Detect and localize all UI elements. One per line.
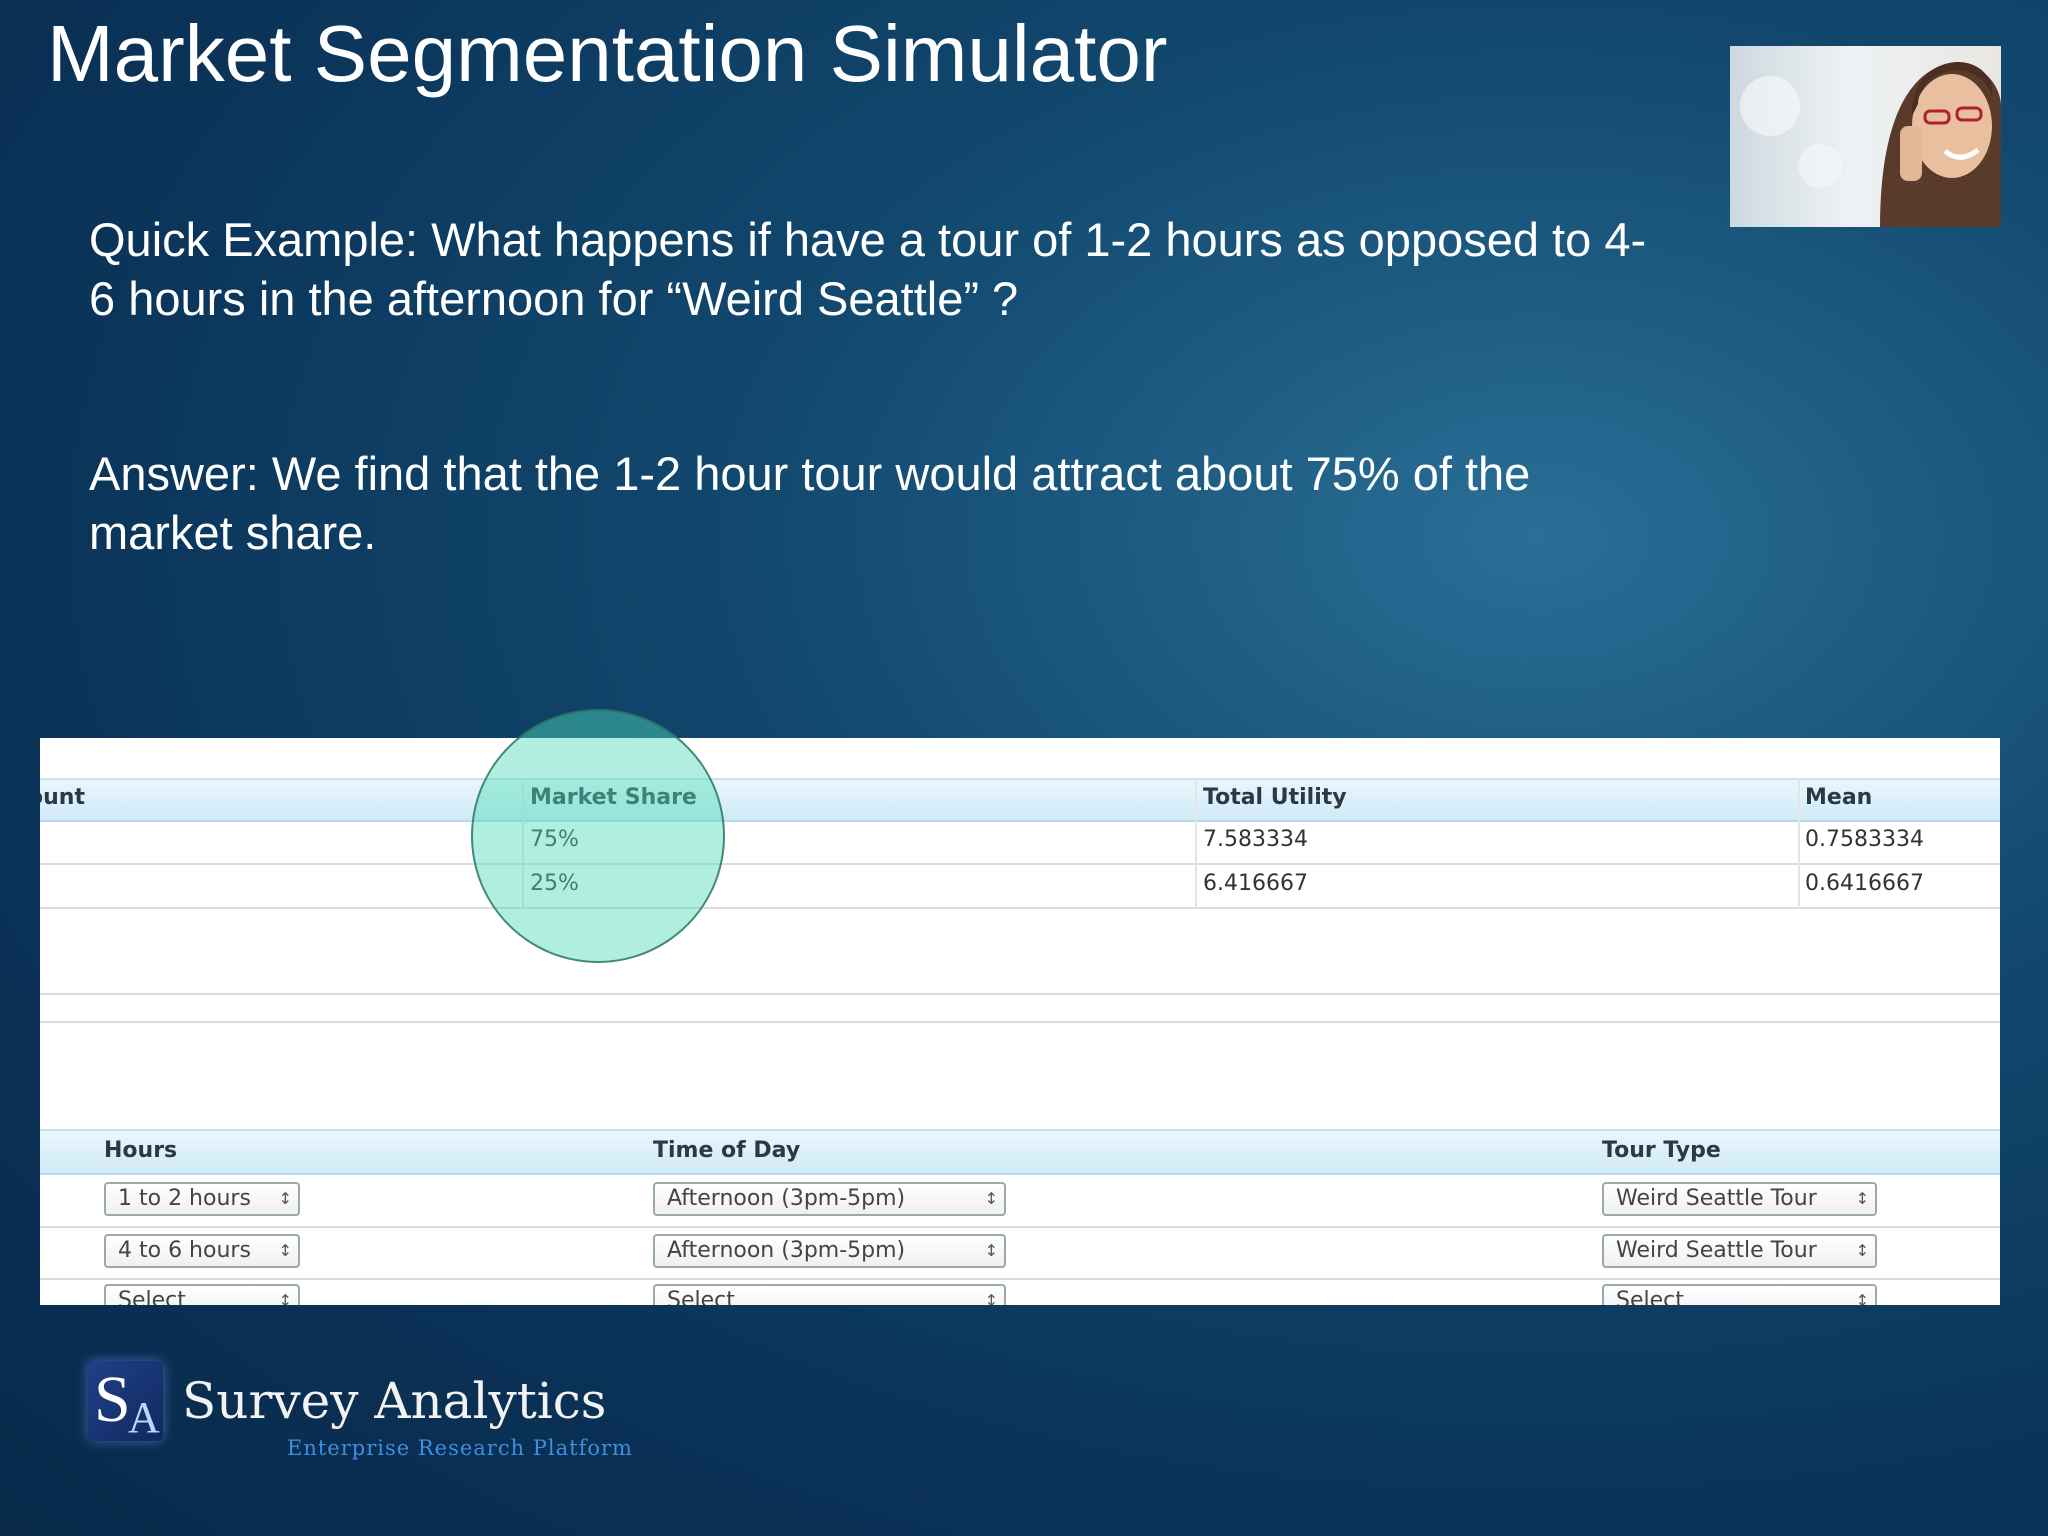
dropdown[interactable]: Weird Seattle Tour <box>1602 1182 1877 1216</box>
photo <box>1730 46 2001 227</box>
dropdown[interactable]: Afternoon (3pm-5pm) <box>653 1234 1006 1268</box>
dropdown[interactable]: Select <box>653 1284 1006 1305</box>
column-header: Mean <box>1805 785 1873 810</box>
header-band <box>40 778 2000 822</box>
col-line <box>1798 778 1800 909</box>
column-header: Tour Type <box>1602 1138 1721 1163</box>
row-line <box>40 1021 2000 1023</box>
dropdown[interactable]: Weird Seattle Tour <box>1602 1234 1877 1268</box>
highlight-circle <box>471 709 725 963</box>
column-header: Total Utility <box>1203 785 1347 810</box>
dropdown[interactable]: Select <box>1602 1284 1877 1305</box>
question-text: Quick Example: What happens if have a to… <box>89 213 1647 325</box>
row-line <box>40 993 2000 995</box>
column-header: ount <box>40 785 85 810</box>
logo-letter: S <box>94 1363 131 1436</box>
dropdown[interactable]: 4 to 6 hours <box>104 1234 300 1268</box>
table-cell: 6.416667 <box>1203 871 1308 896</box>
row-line <box>40 1226 2000 1228</box>
table-cell: 7.583334 <box>1203 827 1308 852</box>
dropdown[interactable]: 1 to 2 hours <box>104 1182 300 1216</box>
photo-art <box>1740 62 2001 227</box>
logo-name: Survey Analytics <box>182 1372 607 1430</box>
row-line <box>40 907 2000 909</box>
table-cell: 0.7583334 <box>1805 827 1924 852</box>
column-header: Time of Day <box>653 1138 801 1163</box>
header-band <box>40 1129 2000 1175</box>
col-line <box>1195 778 1197 909</box>
dropdown[interactable]: Afternoon (3pm-5pm) <box>653 1182 1006 1216</box>
dropdown[interactable]: Select <box>104 1284 300 1305</box>
logo-letter: A <box>128 1393 160 1442</box>
table-cell: 0.6416667 <box>1805 871 1924 896</box>
logo-tagline: Enterprise Research Platform <box>287 1436 633 1460</box>
column-header: Hours <box>104 1138 178 1163</box>
logo-mark <box>88 1361 163 1441</box>
slide-title: Market Segmentation Simulator <box>47 9 1168 98</box>
row-line <box>40 863 2000 865</box>
row-line <box>40 1278 2000 1280</box>
answer-text: Answer: We find that the 1-2 hour tour w… <box>89 447 1531 559</box>
